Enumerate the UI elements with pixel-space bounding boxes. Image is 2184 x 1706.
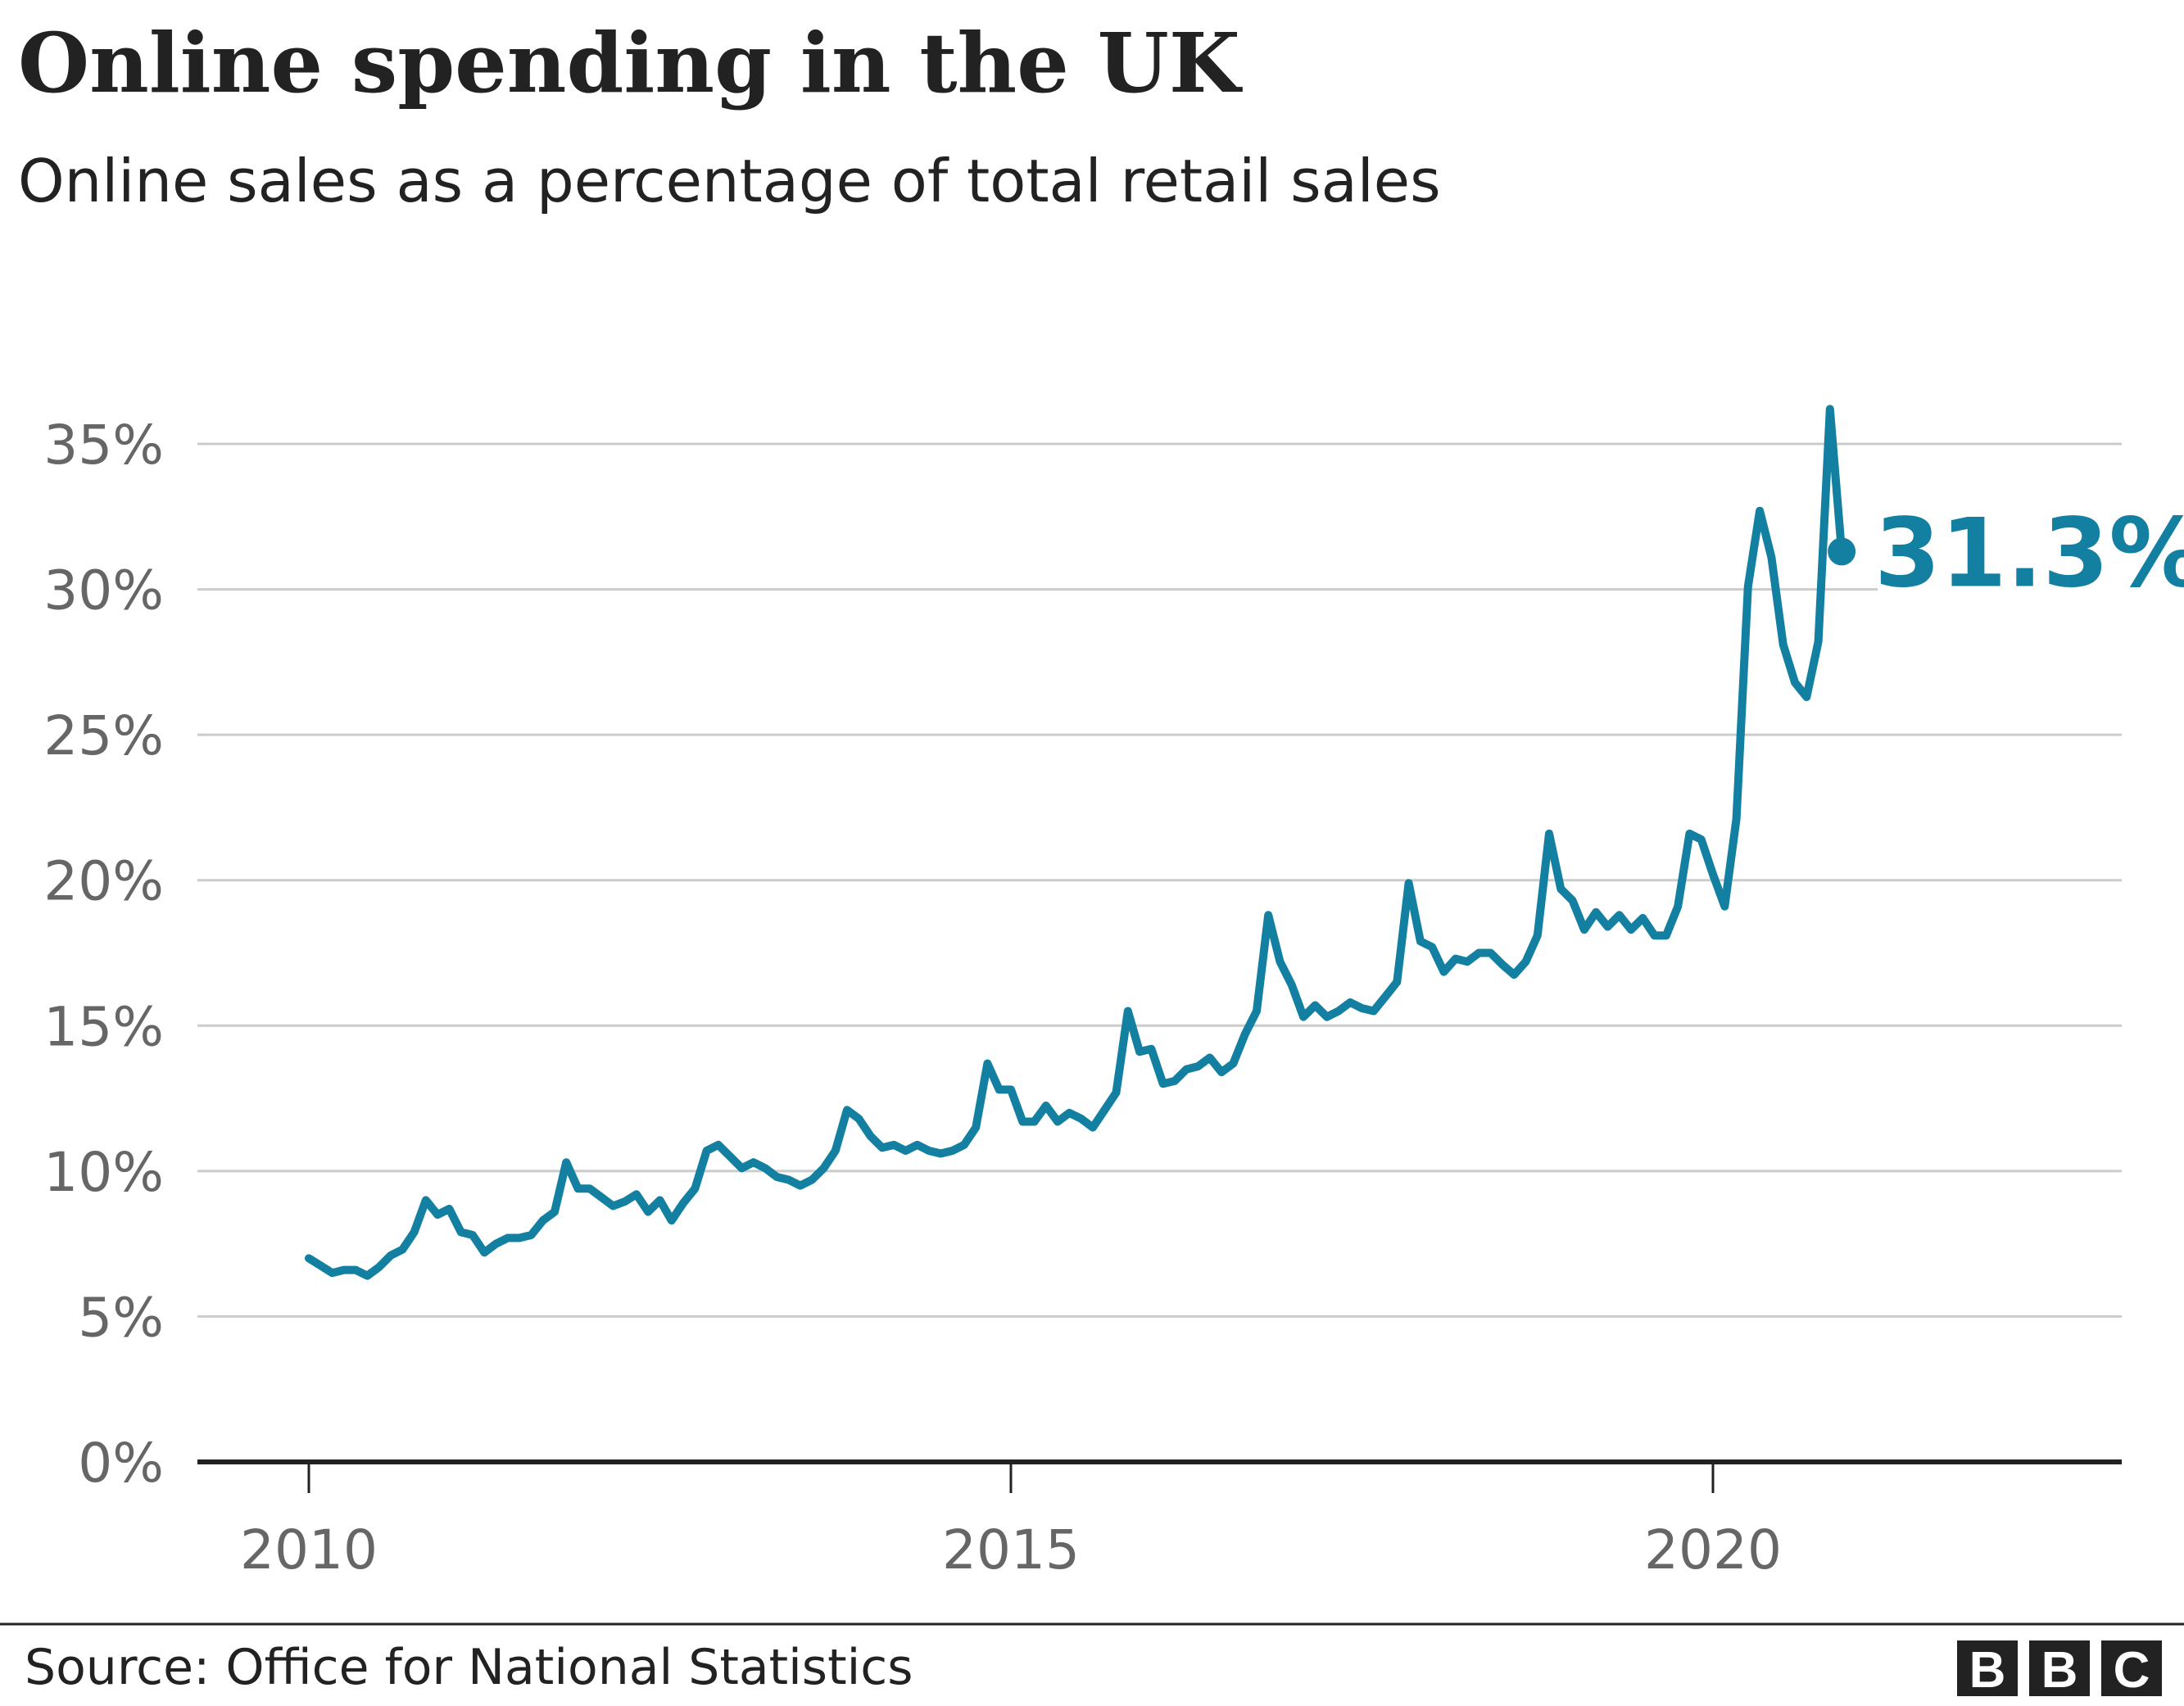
x-tick-label: 2020 <box>1644 1518 1782 1582</box>
y-tick-label: 15% <box>43 995 164 1058</box>
y-tick-label: 10% <box>43 1141 164 1204</box>
y-axis: 0% 5% 10% 15% 20% 25% 30% 35% <box>43 414 164 1495</box>
bbc-logo: B B C <box>1957 1640 2162 1699</box>
svg-text:C: C <box>2114 1642 2150 1699</box>
y-tick-label: 30% <box>43 559 164 622</box>
end-point-marker <box>1828 537 1856 566</box>
chart-title: Online spending in the UK <box>18 15 1243 111</box>
source-text: Source: Office for National Statistics <box>25 1639 913 1696</box>
series-line <box>305 405 1846 1280</box>
svg-text:B: B <box>1969 1642 2006 1699</box>
y-tick-label: 5% <box>78 1286 164 1349</box>
gridlines <box>197 442 2122 1318</box>
chart-subtitle: Online sales as a percentage of total re… <box>18 147 1441 215</box>
y-tick-label: 20% <box>43 850 164 913</box>
svg-text:B: B <box>2041 1642 2078 1699</box>
x-tick-label: 2015 <box>942 1518 1080 1582</box>
y-tick-label: 25% <box>43 704 164 767</box>
x-tick-label: 2010 <box>240 1518 378 1582</box>
x-axis: 2010 2015 2020 <box>197 1459 2122 1582</box>
end-value-label: 31.3% <box>1874 498 2184 609</box>
y-tick-label: 0% <box>78 1432 164 1495</box>
y-tick-label: 35% <box>43 414 164 477</box>
